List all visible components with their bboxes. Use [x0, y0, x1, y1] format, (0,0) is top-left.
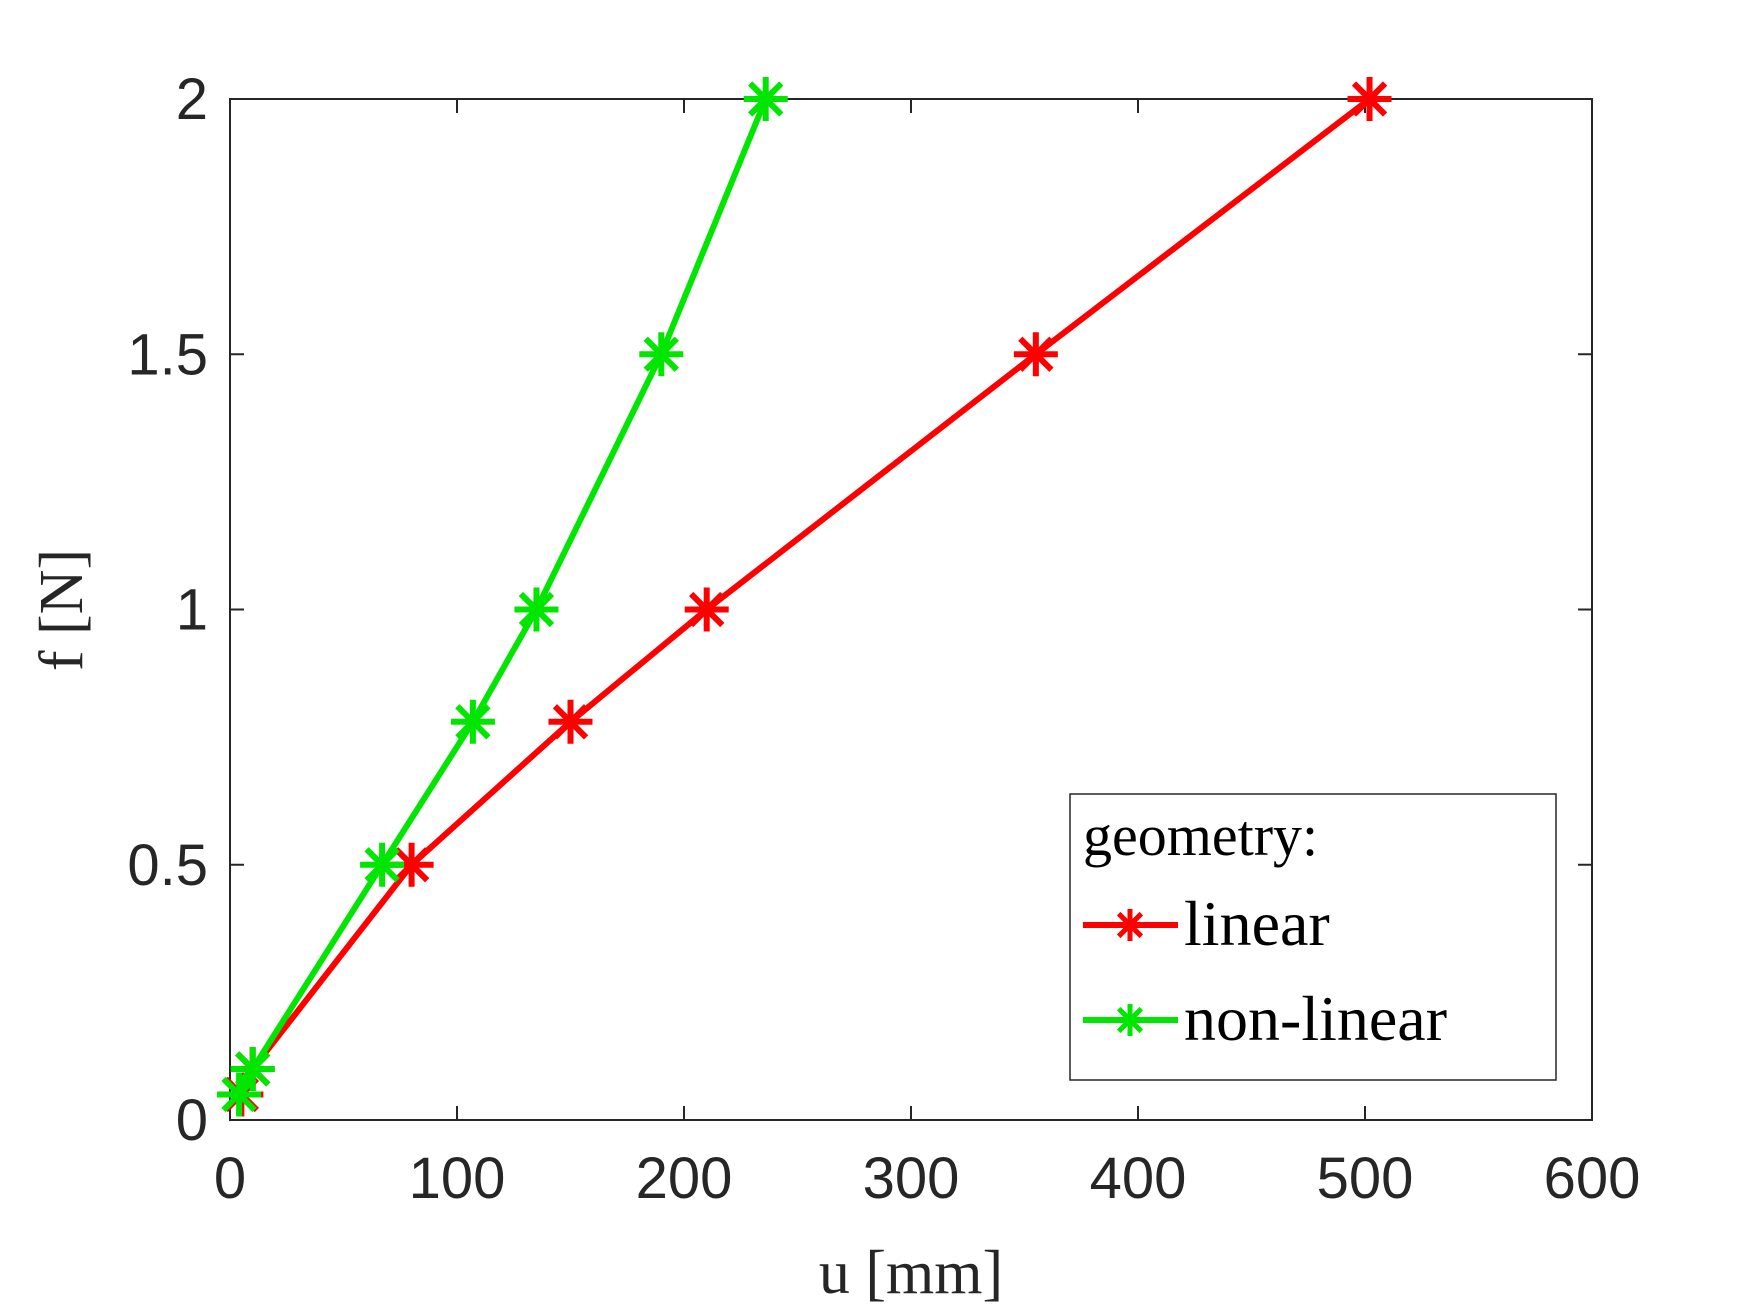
- y-tick-label: 0.5: [127, 833, 208, 898]
- legend-marker-2: [1114, 1004, 1146, 1036]
- data-point-marker: [230, 1046, 275, 1091]
- data-point-marker: [639, 332, 684, 377]
- data-point-marker: [450, 699, 495, 744]
- legend-label-1: linear: [1184, 888, 1330, 959]
- legend-entries: linear non-linear: [1083, 888, 1447, 1054]
- x-tick-label: 200: [636, 1146, 733, 1211]
- y-tick-label: 0: [176, 1088, 208, 1153]
- y-tick-label: 1: [176, 578, 208, 643]
- y-tick-label: 2: [176, 67, 208, 132]
- series-layer: [217, 77, 1392, 1117]
- x-tick-label: 0: [214, 1146, 246, 1211]
- data-point-marker: [1347, 77, 1392, 121]
- y-tick-label: 1.5: [127, 322, 208, 387]
- y-axis-label: f [N]: [28, 549, 96, 671]
- legend-label-2: non-linear: [1184, 983, 1447, 1054]
- legend: geometry: linear non-linear: [1069, 793, 1557, 1081]
- data-point-marker: [514, 587, 559, 632]
- ticks-layer: 0 100 200 300 400 500 600 0 0.5 1 1.5 2: [127, 67, 1640, 1211]
- data-point-marker: [684, 587, 729, 632]
- data-point-marker: [743, 77, 788, 121]
- data-point-marker: [360, 842, 405, 887]
- legend-box: [1069, 793, 1557, 1081]
- x-tick-label: 300: [863, 1146, 960, 1211]
- data-point-marker: [548, 699, 593, 744]
- legend-marker-1: [1114, 909, 1146, 941]
- data-point-marker: [389, 842, 434, 887]
- x-tick-label: 500: [1317, 1146, 1414, 1211]
- x-tick-label: 100: [409, 1146, 506, 1211]
- legend-title: geometry:: [1083, 803, 1318, 868]
- data-point-marker: [1013, 332, 1058, 377]
- x-tick-label: 600: [1544, 1146, 1641, 1211]
- x-tick-label: 400: [1090, 1146, 1187, 1211]
- x-axis-label: u [mm]: [819, 1239, 1003, 1307]
